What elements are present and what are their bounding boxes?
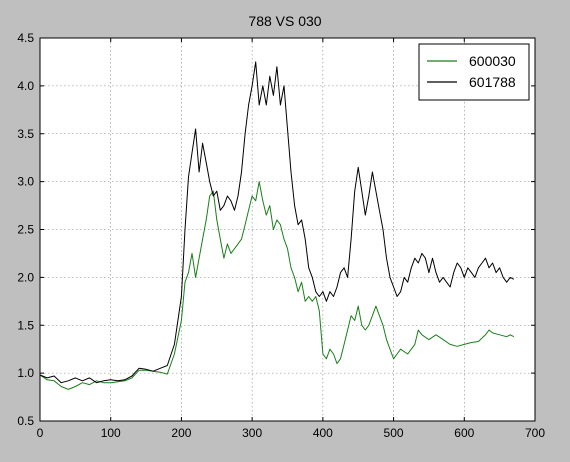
y-tick-label: 3.5 (17, 127, 34, 141)
y-tick-label: 1.0 (17, 366, 34, 380)
legend-box (418, 43, 530, 101)
x-tick-label: 300 (242, 426, 262, 440)
y-tick-label: 3.0 (17, 175, 34, 189)
y-tick-label: 2.5 (17, 223, 34, 237)
legend: 600030 601788 (418, 43, 530, 101)
y-tick-label: 1.5 (17, 318, 34, 332)
x-tick-label: 600 (454, 426, 474, 440)
series-line-601788 (39, 61, 515, 384)
legend-label: 600030 (469, 53, 516, 69)
x-tick-label: 100 (101, 426, 121, 440)
series-layer (39, 61, 515, 390)
y-tick-label: 4.0 (17, 79, 34, 93)
x-tick-label: 200 (171, 426, 191, 440)
chart-title: 788 VS 030 (248, 13, 321, 29)
y-tick-label: 4.5 (17, 31, 34, 45)
x-tick-label: 500 (384, 426, 404, 440)
y-tick-label: 0.5 (17, 414, 34, 428)
x-tick-label: 700 (525, 426, 545, 440)
x-tick-label: 0 (37, 426, 44, 440)
x-tick-label: 400 (313, 426, 333, 440)
series-line-600030 (39, 181, 515, 390)
ticks: 0 100 200 300 400 500 600 700 0.5 1.0 1.5 2.0 2.5 3.0… (17, 31, 545, 440)
y-tick-label: 2.0 (17, 270, 34, 284)
legend-label: 601788 (469, 74, 516, 90)
